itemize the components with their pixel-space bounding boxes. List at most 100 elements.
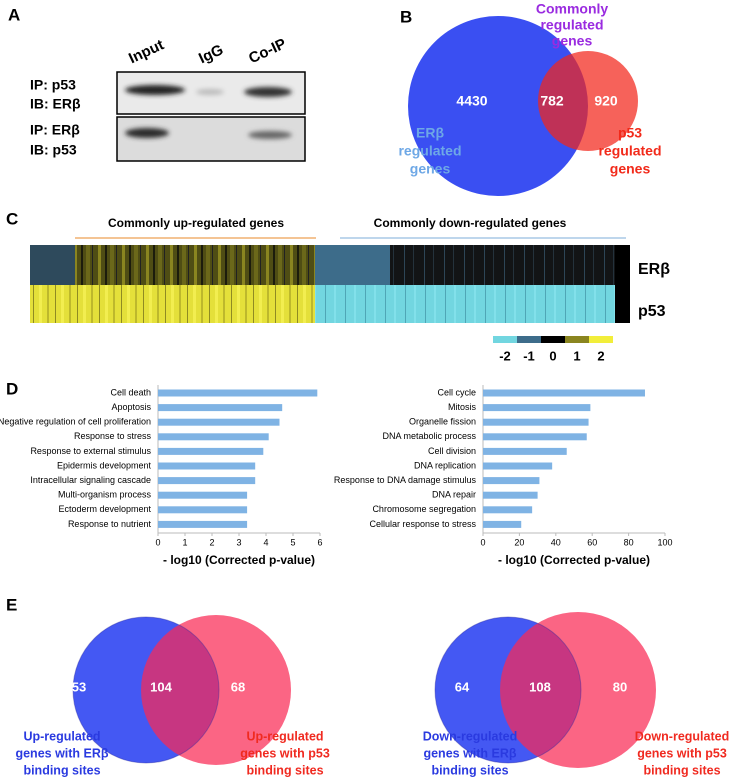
venn-label: genes xyxy=(552,33,593,49)
panel-label: E xyxy=(6,595,17,614)
venn-count: 68 xyxy=(231,679,245,694)
bar xyxy=(483,462,553,470)
venn-count: 108 xyxy=(529,679,551,694)
venn-count: 80 xyxy=(613,679,627,694)
x-tick-label: 100 xyxy=(657,537,672,547)
category-label: Mitosis xyxy=(448,402,477,412)
category-label: Response to stress xyxy=(74,431,152,441)
venn-circle xyxy=(500,612,656,768)
category-label: Intracellular signaling cascade xyxy=(30,475,151,485)
scale-label: 1 xyxy=(573,348,580,363)
blot-box xyxy=(116,116,306,162)
bar xyxy=(483,389,645,397)
category-label: Cell death xyxy=(110,387,151,397)
blot-bands xyxy=(125,85,292,139)
bar xyxy=(483,477,540,485)
venn-count: 64 xyxy=(455,679,470,694)
category-label: Cell cycle xyxy=(437,387,476,397)
category-label: Response to DNA damage stimulus xyxy=(334,475,477,485)
bar xyxy=(158,477,256,485)
blot-label: IB: p53 xyxy=(30,142,77,158)
venn-circle xyxy=(141,615,291,765)
scale-label: 0 xyxy=(549,348,556,363)
heatmap-group: Commonly up-regulated genes xyxy=(108,216,284,230)
x-tick-label: 80 xyxy=(624,537,634,547)
venn-label: Commonly xyxy=(536,1,609,17)
x-tick-label: 40 xyxy=(551,537,561,547)
venn-label: genes with ERβ xyxy=(423,746,516,760)
category-label: Cellular response to stress xyxy=(369,519,476,529)
color-scale xyxy=(493,336,613,343)
category-label: Ectoderm development xyxy=(58,504,151,514)
venn-label: genes xyxy=(410,161,451,177)
scale-label: -2 xyxy=(499,348,511,363)
venn-label: regulated xyxy=(398,143,461,159)
bar xyxy=(483,447,567,455)
category-label: Epidermis development xyxy=(57,460,152,470)
x-axis-label: - log10 (Corrected p-value) xyxy=(163,553,315,567)
blot-label: IP: p53 xyxy=(30,77,76,93)
lane-label: Input xyxy=(126,36,166,67)
panel-label: B xyxy=(400,7,412,26)
bar xyxy=(158,404,283,412)
bar xyxy=(158,447,264,455)
bar xyxy=(158,418,280,426)
venn-outline xyxy=(72,616,220,764)
bar xyxy=(483,520,522,528)
scale-label: -1 xyxy=(523,348,535,363)
venn-count: 4430 xyxy=(456,93,487,109)
bar xyxy=(483,506,533,514)
category-label: Organelle fission xyxy=(409,417,476,427)
venn-label: binding sites xyxy=(23,763,100,777)
lane-label: IgG xyxy=(196,41,226,67)
venn-label: genes with ERβ xyxy=(15,746,108,760)
bar xyxy=(158,506,248,514)
x-tick-label: 6 xyxy=(317,537,322,547)
lane-label: Co-IP xyxy=(246,35,289,67)
venn-label: Down-regulated xyxy=(635,729,729,743)
bar xyxy=(483,418,589,426)
category-label: Response to external stimulus xyxy=(30,446,151,456)
venn-count: 920 xyxy=(594,93,618,109)
scale-label: 2 xyxy=(597,348,604,363)
bar xyxy=(483,491,538,499)
x-tick-label: 20 xyxy=(514,537,524,547)
venn-circle xyxy=(408,16,588,196)
venn-outline xyxy=(434,616,582,764)
venn-count: 53 xyxy=(72,679,86,694)
venn-label: binding sites xyxy=(643,763,720,777)
x-axis-label: - log10 (Corrected p-value) xyxy=(498,553,650,567)
venn-label: p53 xyxy=(618,125,642,141)
venn-label: binding sites xyxy=(246,763,323,777)
venn-circle xyxy=(538,51,638,151)
panel-label: C xyxy=(6,209,18,228)
bar xyxy=(483,404,591,412)
bar xyxy=(158,520,248,528)
heatmap xyxy=(30,245,630,323)
panel-label: D xyxy=(6,379,18,398)
panel-label: A xyxy=(8,5,20,24)
category-label: Cell division xyxy=(428,446,476,456)
venn-label: regulated xyxy=(540,17,603,33)
venn-label: binding sites xyxy=(431,763,508,777)
venn-count: 782 xyxy=(540,93,564,109)
venn-label: Down-regulated xyxy=(423,729,517,743)
category-label: Chromosome segregation xyxy=(372,504,476,514)
category-label: Apoptosis xyxy=(111,402,151,412)
heatmap-group: Commonly down-regulated genes xyxy=(374,216,567,230)
x-tick-label: 0 xyxy=(480,537,485,547)
category-label: DNA repair xyxy=(432,490,476,500)
heatmap-row-label: p53 xyxy=(638,303,666,320)
category-label: DNA replication xyxy=(414,460,476,470)
bar xyxy=(158,433,269,441)
category-label: Negative regulation of cell proliferatio… xyxy=(0,417,151,427)
x-tick-label: 1 xyxy=(182,537,187,547)
category-label: Response to nutrient xyxy=(68,519,152,529)
x-tick-label: 5 xyxy=(290,537,295,547)
bar xyxy=(158,389,318,397)
x-tick-label: 2 xyxy=(209,537,214,547)
category-label: DNA metabolic process xyxy=(382,431,476,441)
venn-label: Up-regulated xyxy=(246,729,323,743)
bar xyxy=(158,462,256,470)
